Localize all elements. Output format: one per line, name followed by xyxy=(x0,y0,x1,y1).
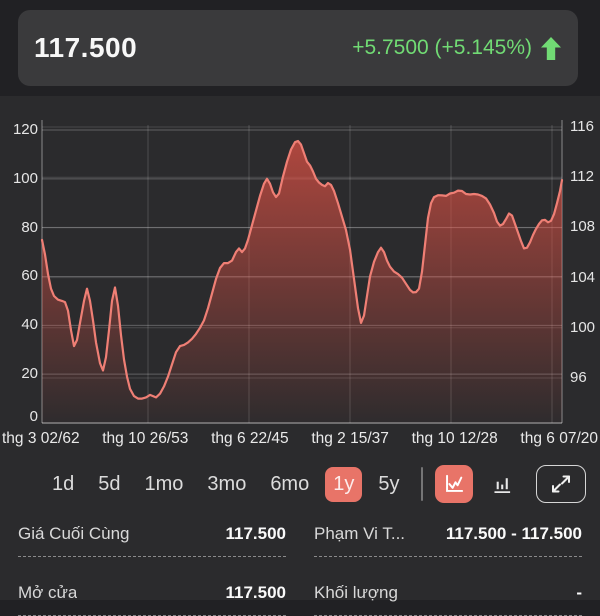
bar-chart-type-button[interactable] xyxy=(483,465,521,503)
y-axis-right-tick: 96 xyxy=(570,369,587,386)
price-change-wrap: +5.7500 (+5.145%) xyxy=(352,36,562,61)
bar-chart-icon xyxy=(491,473,513,495)
y-axis-right-tick: 112 xyxy=(570,168,594,186)
range-button-5d[interactable]: 5d xyxy=(90,467,128,502)
stat-value: 117.500 - 117.500 xyxy=(445,524,582,543)
x-axis-tick: thg 6 07/20 xyxy=(520,430,598,447)
chart-controls: 1d 5d 1mo 3mo 6mo 1y 5y xyxy=(0,462,600,506)
y-axis-left-tick: 120 xyxy=(12,120,38,138)
price-chart-svg xyxy=(40,120,564,424)
y-axis-right-tick: 100 xyxy=(570,318,596,336)
y-axis-left-tick: 40 xyxy=(21,316,38,334)
stat-label: Mở cửa xyxy=(18,583,78,602)
range-button-3mo[interactable]: 3mo xyxy=(199,467,254,502)
stat-cell: Mở cửa 117.500 xyxy=(18,571,286,616)
y-axis-left-tick: 0 xyxy=(29,408,38,425)
stat-label: Giá Cuối Cùng xyxy=(18,524,130,543)
price-change: +5.7500 (+5.145%) xyxy=(352,36,532,59)
up-arrow-icon xyxy=(540,36,562,61)
stats-table: Giá Cuối Cùng 117.500 Phạm Vi T... 117.500 … xyxy=(0,512,600,616)
x-axis-tick: thg 10 12/28 xyxy=(411,430,498,447)
range-button-1mo[interactable]: 1mo xyxy=(137,467,192,502)
range-button-5y[interactable]: 5y xyxy=(370,467,407,502)
stat-cell: Khối lượng - xyxy=(314,571,582,616)
price-chart[interactable]: 120 100 80 60 40 20 0 116 112 108 104 100 96 thg 3 … xyxy=(0,100,600,456)
stat-value: 117.500 xyxy=(225,583,286,602)
stat-cell: Giá Cuối Cùng 117.500 xyxy=(18,512,286,557)
stat-value: 117.500 xyxy=(225,524,286,543)
y-axis-right-tick: 104 xyxy=(570,268,596,286)
price-header-card: 117.500 +5.7500 (+5.145%) xyxy=(18,10,578,86)
y-axis-left-tick: 80 xyxy=(21,218,38,236)
x-axis-tick: thg 6 22/45 xyxy=(211,430,289,447)
range-button-1y[interactable]: 1y xyxy=(325,466,363,502)
stat-label: Khối lượng xyxy=(314,583,398,602)
x-axis-tick: thg 3 02/62 xyxy=(2,430,80,447)
stat-cell: Phạm Vi T... 117.500 - 117.500 xyxy=(314,512,582,557)
stat-label: Phạm Vi T... xyxy=(314,524,406,543)
y-axis-right-tick: 116 xyxy=(570,118,594,135)
controls-divider xyxy=(421,467,424,501)
expand-icon xyxy=(549,472,573,496)
x-axis-labels: thg 3 02/62 thg 10 26/53 thg 6 22/45 thg 2 … xyxy=(2,430,598,450)
range-button-1d[interactable]: 1d xyxy=(44,467,82,502)
y-axis-left-tick: 20 xyxy=(21,365,38,383)
line-chart-icon xyxy=(443,473,465,495)
y-axis-left-tick: 100 xyxy=(12,169,38,187)
stat-value: - xyxy=(576,583,582,602)
x-axis-tick: thg 2 15/37 xyxy=(311,430,389,447)
expand-chart-button[interactable] xyxy=(536,465,586,503)
x-axis-tick: thg 10 26/53 xyxy=(102,430,189,447)
y-axis-left-tick: 60 xyxy=(21,267,38,285)
y-axis-right-tick: 108 xyxy=(570,218,596,236)
line-chart-type-button[interactable] xyxy=(435,465,474,503)
last-price: 117.500 xyxy=(34,32,138,63)
range-button-6mo[interactable]: 6mo xyxy=(262,467,317,502)
